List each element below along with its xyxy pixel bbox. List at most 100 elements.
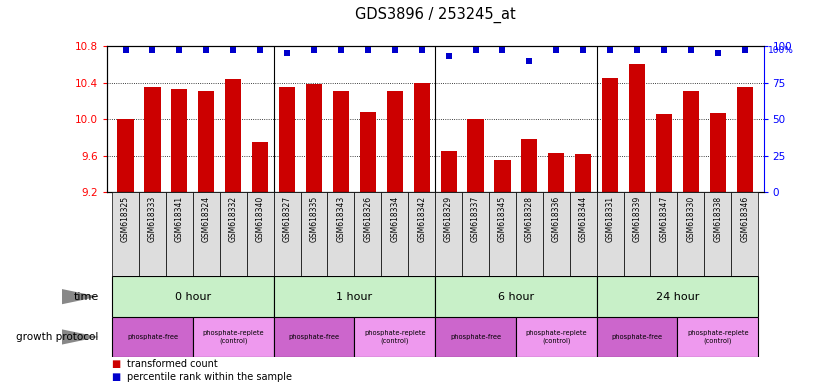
Point (684, 47, 697, 53)
Polygon shape (62, 329, 99, 345)
Point (631, 47, 644, 53)
Point (711, 50, 724, 56)
Text: GSM618330: GSM618330 (686, 196, 695, 242)
Bar (597, 276, 758, 317)
Text: phosphate-free: phosphate-free (288, 334, 340, 340)
Text: GSM618326: GSM618326 (364, 196, 373, 242)
Point (200, 47, 213, 53)
Point (227, 47, 240, 53)
Text: GSM618331: GSM618331 (606, 196, 615, 242)
Bar (516, 317, 597, 357)
Bar (381, 192, 408, 276)
Point (119, 47, 132, 53)
Text: GSM618337: GSM618337 (471, 196, 480, 242)
Bar (273, 317, 355, 357)
Text: ■: ■ (111, 372, 120, 382)
Bar (408, 192, 435, 276)
Bar (462, 192, 489, 276)
Point (361, 47, 374, 53)
Bar (494, 160, 511, 192)
Polygon shape (62, 289, 99, 304)
Text: 100%: 100% (768, 46, 794, 55)
Bar (602, 78, 618, 192)
Text: GSM618346: GSM618346 (741, 196, 750, 242)
Text: GSM618345: GSM618345 (498, 196, 507, 242)
Bar (225, 79, 241, 192)
Bar (273, 192, 300, 276)
Bar (709, 113, 726, 192)
Text: phosphate-replete
(control): phosphate-replete (control) (203, 330, 264, 344)
Point (173, 47, 186, 53)
Point (442, 53, 455, 60)
Text: phosphate-replete
(control): phosphate-replete (control) (364, 330, 425, 344)
Text: GSM618327: GSM618327 (282, 196, 291, 242)
Point (307, 47, 320, 53)
Bar (543, 192, 570, 276)
Bar (629, 65, 645, 192)
Bar (112, 317, 193, 357)
Bar (117, 119, 134, 192)
Text: GSM618343: GSM618343 (337, 196, 346, 242)
Text: 1 hour: 1 hour (337, 291, 373, 302)
Bar (273, 276, 435, 317)
Text: GSM618347: GSM618347 (659, 196, 668, 242)
Bar (548, 153, 564, 192)
Bar (656, 114, 672, 192)
Text: time: time (73, 291, 99, 302)
Text: GSM618329: GSM618329 (444, 196, 453, 242)
Bar (198, 91, 214, 192)
Bar (732, 192, 758, 276)
Text: growth protocol: growth protocol (16, 332, 99, 342)
Point (603, 47, 617, 53)
Bar (300, 192, 328, 276)
Text: GSM618340: GSM618340 (255, 196, 264, 242)
Bar (650, 192, 677, 276)
Point (254, 47, 267, 53)
Point (658, 47, 671, 53)
Bar (441, 151, 456, 192)
Text: GSM618344: GSM618344 (579, 196, 588, 242)
Bar (414, 83, 429, 192)
Bar (172, 89, 187, 192)
Text: ■: ■ (111, 359, 120, 369)
Bar (489, 192, 516, 276)
Bar (597, 192, 624, 276)
Bar (570, 192, 597, 276)
Point (469, 47, 482, 53)
Bar (279, 87, 296, 192)
Bar (355, 317, 435, 357)
Text: 24 hour: 24 hour (656, 291, 699, 302)
Bar (597, 317, 677, 357)
Text: GSM618328: GSM618328 (525, 196, 534, 242)
Bar (736, 87, 753, 192)
Bar (575, 154, 591, 192)
Bar (139, 192, 166, 276)
Text: GSM618342: GSM618342 (417, 196, 426, 242)
Text: GDS3896 / 253245_at: GDS3896 / 253245_at (355, 7, 516, 23)
Text: GSM618333: GSM618333 (148, 196, 157, 242)
Bar (516, 192, 543, 276)
Bar (355, 192, 381, 276)
Bar (193, 317, 273, 357)
Text: phosphate-free: phosphate-free (450, 334, 501, 340)
Bar (360, 112, 376, 192)
Bar (112, 192, 139, 276)
Bar (467, 119, 484, 192)
Point (523, 58, 536, 64)
Bar (704, 192, 732, 276)
Point (496, 47, 509, 53)
Bar (166, 192, 193, 276)
Point (281, 50, 294, 56)
Text: phosphate-replete
(control): phosphate-replete (control) (687, 330, 749, 344)
Bar (144, 87, 161, 192)
Text: percentile rank within the sample: percentile rank within the sample (127, 372, 292, 382)
Point (334, 47, 347, 53)
Text: GSM618335: GSM618335 (310, 196, 319, 242)
Bar (246, 192, 273, 276)
Bar (435, 317, 516, 357)
Text: 6 hour: 6 hour (498, 291, 534, 302)
Text: GSM618332: GSM618332 (229, 196, 238, 242)
Bar (521, 139, 538, 192)
Bar (435, 192, 462, 276)
Point (146, 47, 159, 53)
